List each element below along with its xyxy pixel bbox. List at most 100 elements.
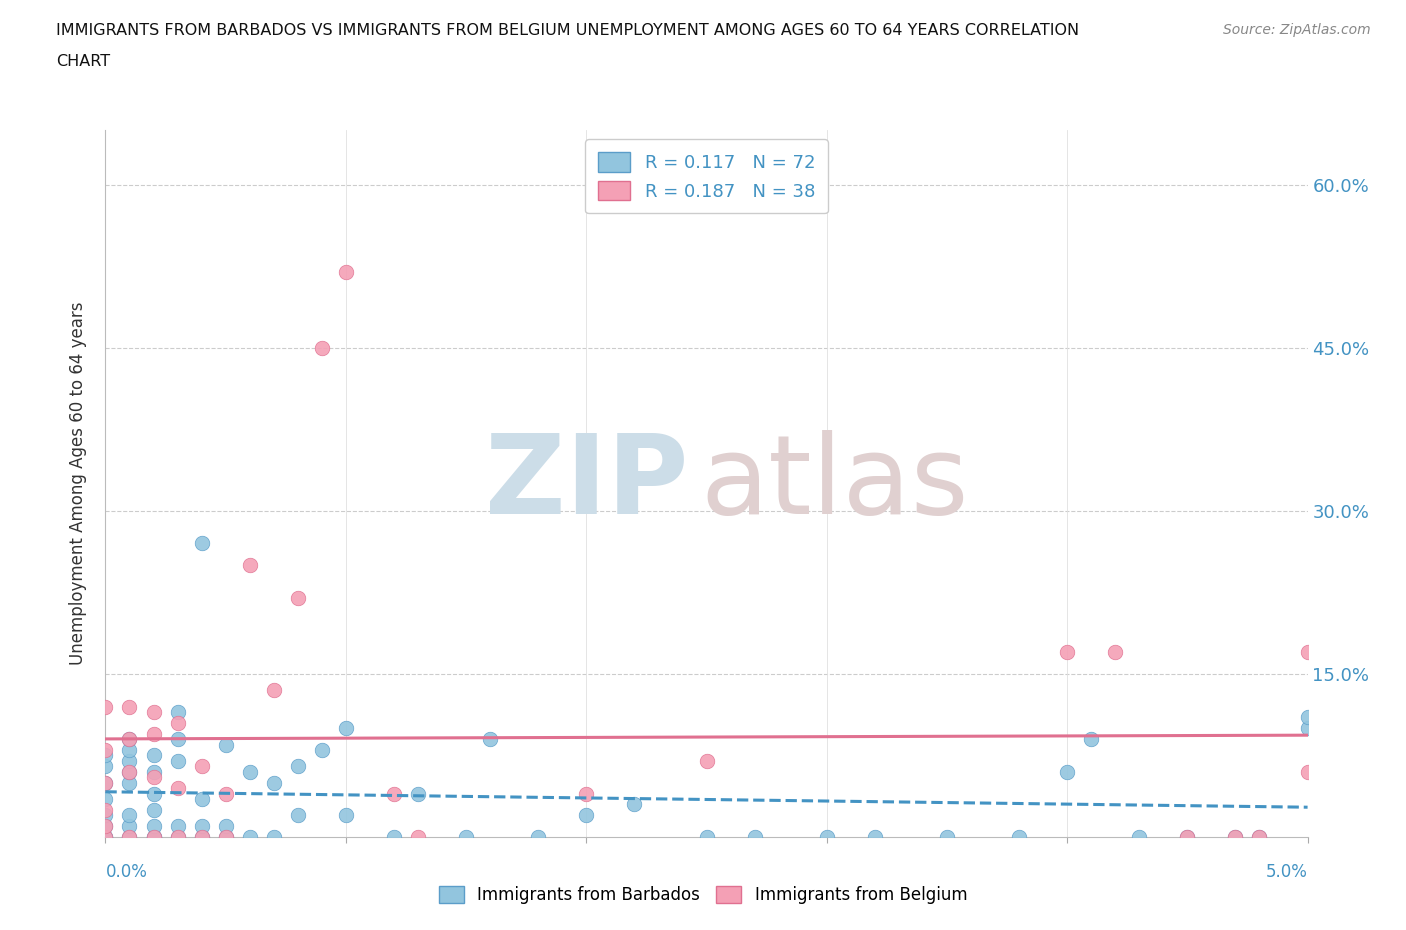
Point <box>118 830 141 844</box>
Point <box>263 830 285 844</box>
Point <box>335 721 357 736</box>
Point <box>696 830 718 844</box>
Point <box>239 830 262 844</box>
Point <box>1175 830 1198 844</box>
Point <box>1056 644 1078 659</box>
Point <box>142 748 165 763</box>
Point <box>94 699 117 714</box>
Text: Source: ZipAtlas.com: Source: ZipAtlas.com <box>1223 23 1371 37</box>
Point <box>94 776 117 790</box>
Point <box>311 742 333 757</box>
Point <box>94 748 117 763</box>
Point <box>142 818 165 833</box>
Point <box>335 264 357 279</box>
Point <box>1128 830 1150 844</box>
Point <box>214 830 236 844</box>
Point <box>263 683 285 698</box>
Point <box>406 786 429 801</box>
Point <box>166 705 188 720</box>
Point <box>118 753 141 768</box>
Point <box>94 803 117 817</box>
Point <box>190 818 212 833</box>
Point <box>214 786 236 801</box>
Point <box>94 759 117 774</box>
Point <box>1008 830 1031 844</box>
Point <box>118 764 141 779</box>
Point <box>1249 830 1271 844</box>
Point <box>1080 732 1102 747</box>
Point <box>166 830 188 844</box>
Point <box>142 786 165 801</box>
Point <box>142 830 165 844</box>
Point <box>118 699 141 714</box>
Point <box>1104 644 1126 659</box>
Point <box>118 732 141 747</box>
Point <box>142 705 165 720</box>
Point <box>190 830 212 844</box>
Point <box>142 764 165 779</box>
Point <box>142 830 165 844</box>
Point <box>936 830 959 844</box>
Point <box>382 830 405 844</box>
Text: IMMIGRANTS FROM BARBADOS VS IMMIGRANTS FROM BELGIUM UNEMPLOYMENT AMONG AGES 60 T: IMMIGRANTS FROM BARBADOS VS IMMIGRANTS F… <box>56 23 1080 38</box>
Point <box>94 830 117 844</box>
Point <box>863 830 886 844</box>
Point <box>94 776 117 790</box>
Point <box>214 818 236 833</box>
Point <box>527 830 550 844</box>
Point <box>118 830 141 844</box>
Point <box>214 737 236 752</box>
Text: 5.0%: 5.0% <box>1265 863 1308 881</box>
Point <box>454 830 477 844</box>
Point <box>190 536 212 551</box>
Point <box>815 830 838 844</box>
Point <box>1296 710 1319 724</box>
Point <box>311 340 333 355</box>
Point <box>94 818 117 833</box>
Point <box>190 791 212 806</box>
Point <box>575 786 598 801</box>
Point <box>696 753 718 768</box>
Legend: R = 0.117   N = 72, R = 0.187   N = 38: R = 0.117 N = 72, R = 0.187 N = 38 <box>585 140 828 213</box>
Point <box>479 732 502 747</box>
Text: 0.0%: 0.0% <box>105 863 148 881</box>
Point <box>287 591 309 605</box>
Point <box>623 797 645 812</box>
Point <box>166 818 188 833</box>
Point <box>166 830 188 844</box>
Point <box>142 770 165 785</box>
Point <box>1056 764 1078 779</box>
Y-axis label: Unemployment Among Ages 60 to 64 years: Unemployment Among Ages 60 to 64 years <box>69 302 87 665</box>
Point <box>1296 644 1319 659</box>
Point <box>142 803 165 817</box>
Point <box>1249 830 1271 844</box>
Point <box>263 776 285 790</box>
Point <box>118 818 141 833</box>
Point <box>118 742 141 757</box>
Point <box>166 780 188 795</box>
Point <box>287 759 309 774</box>
Text: atlas: atlas <box>700 430 969 538</box>
Point <box>335 808 357 823</box>
Point <box>287 808 309 823</box>
Point <box>142 726 165 741</box>
Point <box>94 830 117 844</box>
Point <box>1175 830 1198 844</box>
Point <box>239 558 262 573</box>
Point <box>118 776 141 790</box>
Point <box>1225 830 1247 844</box>
Point <box>744 830 766 844</box>
Point <box>142 830 165 844</box>
Point <box>118 732 141 747</box>
Point <box>166 732 188 747</box>
Point <box>190 759 212 774</box>
Point <box>94 808 117 823</box>
Text: CHART: CHART <box>56 54 110 69</box>
Point <box>214 830 236 844</box>
Point <box>1296 764 1319 779</box>
Point <box>1296 721 1319 736</box>
Point <box>406 830 429 844</box>
Point <box>575 808 598 823</box>
Point <box>1225 830 1247 844</box>
Point <box>94 818 117 833</box>
